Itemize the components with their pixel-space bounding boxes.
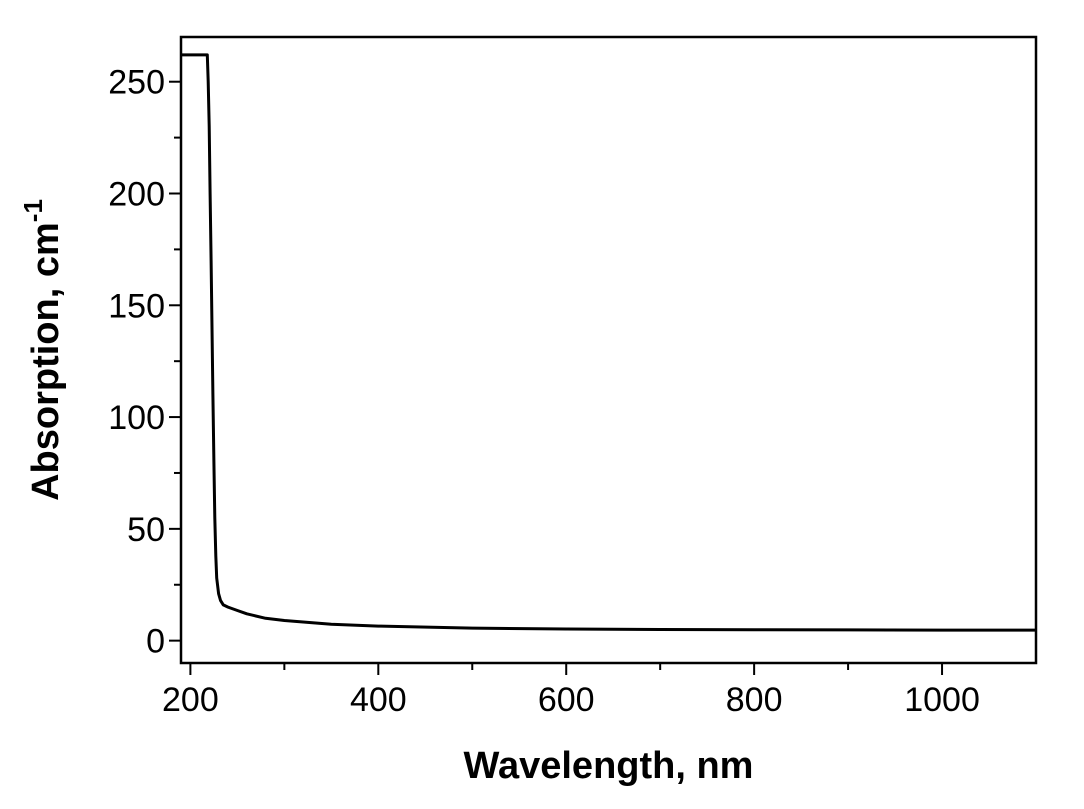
y-axis-label: Absorption, cm-1 [18,199,67,501]
y-tick-label: 100 [108,399,165,437]
y-tick-label: 150 [108,287,165,325]
y-axis-label-main: Absorption, cm [25,222,67,501]
ticks-layer [169,80,944,675]
y-tick-label: 0 [146,623,165,661]
x-tick-label: 1000 [904,681,980,719]
x-tick-label: 200 [162,681,219,719]
x-tick-label: 800 [726,681,783,719]
y-axis-label-superscript: -1 [18,199,48,222]
absorption-series-line [181,53,1036,632]
x-tick-label: 600 [538,681,595,719]
y-tick-label: 250 [108,64,165,102]
x-tick-label: 400 [350,681,407,719]
tick-labels-layer: 200 400 600 800 1000 0 50 100 150 200 250 [108,64,980,719]
y-tick-label: 200 [108,176,165,214]
y-tick-label: 50 [127,511,165,549]
plot-frame [179,35,1038,665]
x-axis-label: Wavelength, nm [464,745,754,787]
